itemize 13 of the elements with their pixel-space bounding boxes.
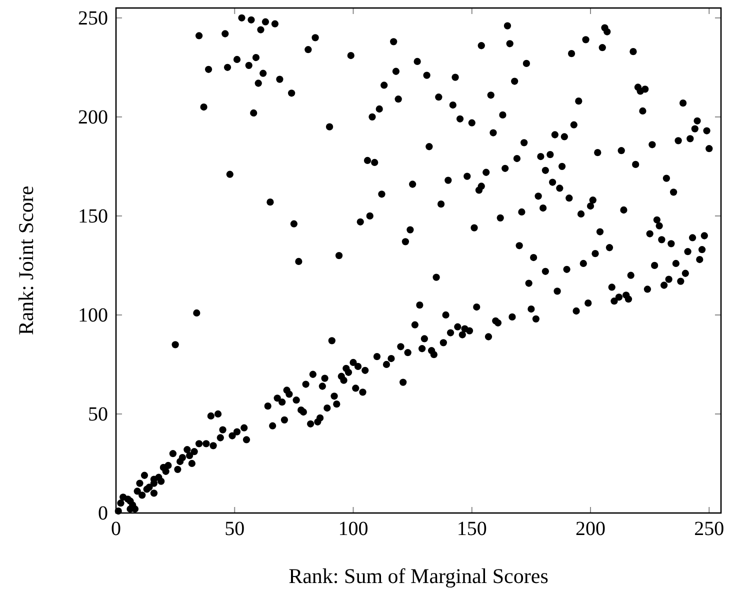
x-tick-label: 200 [576, 518, 606, 540]
x-tick-label: 250 [694, 518, 724, 540]
y-tick-label: 200 [78, 106, 108, 128]
y-tick-label: 100 [78, 304, 108, 326]
x-tick-label: 100 [338, 518, 368, 540]
y-tick-label: 0 [98, 502, 108, 524]
y-tick-label: 150 [78, 205, 108, 228]
y-axis-title: Rank: Joint Score [14, 186, 38, 336]
x-axis-title: Rank: Sum of Marginal Scores [288, 564, 548, 588]
x-tick-label: 50 [224, 518, 245, 540]
y-tick-label: 50 [88, 403, 108, 426]
x-tick-label: 150 [456, 518, 487, 540]
y-tick-label: 250 [78, 7, 108, 30]
